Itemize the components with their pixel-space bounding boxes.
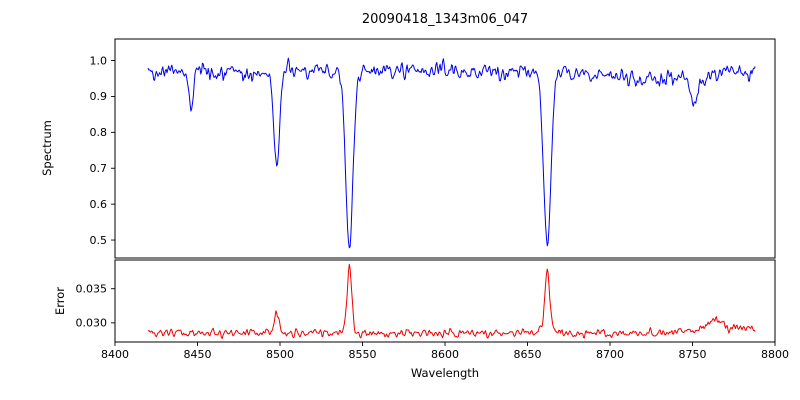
x-axis-label: Wavelength [410,366,480,380]
error-y-tick-label: 0.030 [76,317,108,330]
x-tick-label: 8700 [596,348,624,361]
x-tick-label: 8800 [761,348,789,361]
spectrum-panel-border [114,38,776,259]
x-tick-label: 8600 [431,348,459,361]
x-tick-label: 8400 [101,348,129,361]
spectrum-y-tick-label: 0.6 [90,198,108,211]
spectrum-y-tick-label: 0.7 [90,162,108,175]
x-tick-label: 8550 [349,348,377,361]
spectrum-y-tick-label: 0.8 [90,126,108,139]
error-y-tick-label: 0.035 [76,283,108,296]
x-tick-label: 8500 [266,348,294,361]
spectrum-y-tick-label: 0.5 [90,234,108,247]
spectrum-y-tick-label: 1.0 [90,54,108,67]
x-tick-label: 8650 [514,348,542,361]
chart-title: 20090418_1343m06_047 [361,12,529,27]
y-axis-label-spectrum: Spectrum [40,120,54,176]
y-axis-label-error: Error [53,286,67,316]
error-line [147,263,756,339]
spectrum-y-tick-label: 0.9 [90,90,108,103]
x-tick-label: 8450 [184,348,212,361]
x-tick-label: 8750 [679,348,707,361]
spectrum-line [147,57,756,249]
